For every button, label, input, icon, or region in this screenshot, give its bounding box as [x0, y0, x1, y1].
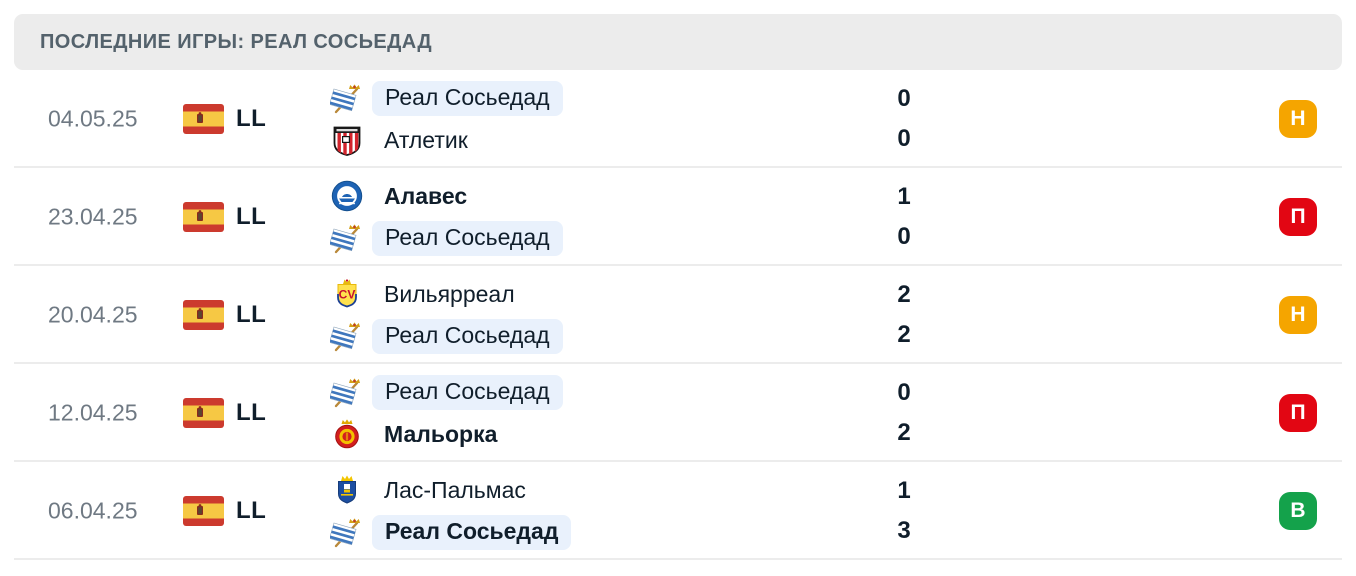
- away-team: Мальорка: [330, 415, 497, 453]
- real-sociedad-logo: [330, 375, 364, 409]
- team-name: Алавес: [384, 182, 468, 209]
- away-team: Реал Сосьедад: [330, 317, 563, 355]
- match-row[interactable]: 04.05.25 LL Реал Сосьедад Атлетик 0 0 Н: [0, 70, 1356, 168]
- spain-flag-icon: [183, 104, 224, 134]
- away-team: Атлетик: [330, 121, 468, 159]
- home-score: 2: [897, 281, 911, 308]
- away-score: 3: [897, 517, 911, 544]
- real-sociedad-logo: [330, 515, 364, 549]
- spain-flag-icon: [183, 496, 224, 526]
- league-code: LL: [236, 301, 267, 328]
- team-name: Мальорка: [384, 420, 498, 447]
- real-sociedad-logo: [330, 221, 364, 255]
- home-score: 0: [897, 85, 911, 112]
- league-code: LL: [236, 105, 267, 132]
- spain-flag-icon: [183, 202, 224, 232]
- away-score: 2: [897, 321, 911, 348]
- team-name: Реал Сосьедад: [372, 318, 563, 354]
- away-team: Реал Сосьедад: [330, 219, 563, 257]
- las-palmas-logo: [330, 473, 364, 507]
- match-date: 06.04.25: [48, 497, 138, 524]
- match-date: 20.04.25: [48, 301, 138, 328]
- team-name: Реал Сосьедад: [372, 514, 572, 550]
- league-code: LL: [236, 497, 267, 524]
- spain-flag-icon: [183, 398, 224, 428]
- away-score: 0: [897, 223, 911, 250]
- real-sociedad-logo: [330, 81, 364, 115]
- real-sociedad-logo: [330, 319, 364, 353]
- home-score: 1: [897, 477, 911, 504]
- result-badge: Н: [1279, 100, 1317, 138]
- match-row[interactable]: 20.04.25 LL Вильярреал Реал Сосьедад 2 2…: [0, 266, 1356, 364]
- match-row[interactable]: 23.04.25 LL Алавес Реал Сосьедад 1 0 П: [0, 168, 1356, 266]
- result-badge: П: [1279, 394, 1317, 432]
- alaves-logo: [330, 179, 364, 213]
- match-date: 23.04.25: [48, 203, 138, 230]
- home-team: Вильярреал: [330, 275, 515, 313]
- section-title: ПОСЛЕДНИЕ ИГРЫ: РЕАЛ СОСЬЕДАД: [40, 30, 432, 53]
- athletic-logo: [330, 123, 364, 157]
- home-team: Реал Сосьедад: [330, 373, 563, 411]
- team-name: Атлетик: [384, 126, 468, 153]
- matches-list: 04.05.25 LL Реал Сосьедад Атлетик 0 0 Н …: [0, 70, 1356, 560]
- result-badge: П: [1279, 198, 1317, 236]
- home-team: Лас-Пальмас: [330, 471, 526, 509]
- result-badge: В: [1279, 492, 1317, 530]
- result-badge: Н: [1279, 296, 1317, 334]
- home-score: 1: [897, 183, 911, 210]
- away-team: Реал Сосьедад: [330, 513, 572, 551]
- away-score: 2: [897, 419, 911, 446]
- match-row[interactable]: 06.04.25 LL Лас-Пальмас Реал Сосьедад 1 …: [0, 462, 1356, 560]
- match-date: 04.05.25: [48, 105, 138, 132]
- league-code: LL: [236, 203, 267, 230]
- home-team: Реал Сосьедад: [330, 79, 563, 117]
- team-name: Реал Сосьедад: [372, 80, 563, 116]
- spain-flag-icon: [183, 300, 224, 330]
- match-row[interactable]: 12.04.25 LL Реал Сосьедад Мальорка 0 2 П: [0, 364, 1356, 462]
- section-header: ПОСЛЕДНИЕ ИГРЫ: РЕАЛ СОСЬЕДАД: [14, 14, 1342, 70]
- mallorca-logo: [330, 417, 364, 451]
- league-code: LL: [236, 399, 267, 426]
- team-name: Реал Сосьедад: [372, 220, 563, 256]
- team-name: Лас-Пальмас: [384, 476, 526, 503]
- away-score: 0: [897, 125, 911, 152]
- home-score: 0: [897, 379, 911, 406]
- team-name: Реал Сосьедад: [372, 374, 563, 410]
- home-team: Алавес: [330, 177, 467, 215]
- team-name: Вильярреал: [384, 280, 515, 307]
- villarreal-logo: [330, 277, 364, 311]
- match-date: 12.04.25: [48, 399, 138, 426]
